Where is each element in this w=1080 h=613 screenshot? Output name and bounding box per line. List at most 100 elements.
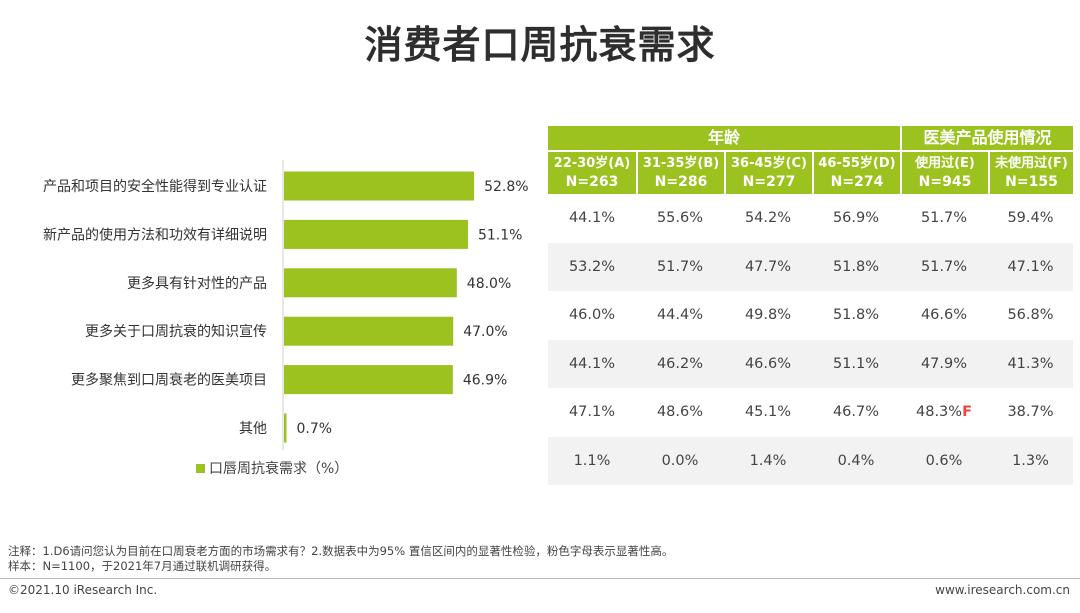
cell-value: 51.7% [920, 210, 968, 227]
table-column-header: 22-30岁(A) N=263 31-35岁(B) N=286 36-45岁(C) N… [548, 152, 1073, 194]
table-cell: 46.0% [548, 307, 636, 323]
table-cell: 51.7% [900, 259, 988, 275]
cell-value: 1.1% [573, 452, 611, 469]
data-label: 47.0% [463, 324, 507, 340]
category-label: 更多聚焦到口周衰老的医美项目 [71, 372, 267, 389]
chart-legend: 口唇周抗衰需求（%） [196, 458, 348, 478]
table-cell: 47.1% [548, 404, 636, 420]
legend-swatch [196, 463, 205, 473]
cell-value: 41.3% [1007, 355, 1054, 372]
sample-note: 样本：N=1100，于2021年7月通过联机调研获得。 [8, 559, 277, 573]
column-label: 未使用过(F) [995, 156, 1068, 171]
column-header: 31-35岁(B) N=286 [636, 152, 724, 194]
cell-value: 47.9% [920, 355, 968, 372]
column-n: N=286 [654, 174, 708, 190]
table-cell: 44.4% [636, 307, 724, 323]
cell-value: 47.7% [744, 258, 792, 275]
column-n: N=263 [565, 174, 619, 190]
table-cell: 55.6% [636, 210, 724, 226]
cell-value: 56.9% [832, 210, 880, 227]
table-cell: 54.2% [724, 210, 812, 226]
cell-value: 46.6% [920, 307, 968, 324]
column-label: 36-45岁(C) [730, 156, 807, 171]
cell-value: 1.4% [749, 452, 787, 469]
table-cell: 48.3%F [900, 404, 988, 420]
table-cell: 1.3% [988, 453, 1073, 469]
cell-value: 1.3% [1012, 452, 1049, 469]
legend-label: 口唇周抗衰需求（%） [209, 461, 349, 477]
table-cell: 56.9% [812, 210, 900, 226]
table-cell: 47.9% [900, 356, 988, 372]
cell-value: 46.0% [568, 307, 616, 324]
cell-value: 46.7% [832, 404, 880, 421]
column-n: N=155 [1005, 174, 1058, 190]
data-label: 0.7% [297, 421, 333, 437]
category-label: 产品和项目的安全性能得到专业认证 [43, 178, 267, 195]
bar [284, 219, 468, 249]
cell-value: 0.4% [837, 452, 875, 469]
cell-value: 51.1% [832, 355, 880, 372]
category-label: 新产品的使用方法和功效有详细说明 [43, 226, 267, 243]
table-cell: 51.8% [812, 259, 900, 275]
column-label: 22-30岁(A) [553, 156, 631, 171]
table-cell: 44.1% [548, 356, 636, 372]
group-header-age: 年龄 [548, 126, 900, 150]
cell-value: 54.2% [744, 210, 792, 227]
table-cell: 48.6% [636, 404, 724, 420]
table-cell: 0.6% [900, 453, 988, 469]
bar [284, 365, 453, 395]
bar [284, 268, 457, 298]
cell-value: 51.7% [920, 258, 968, 275]
cell-value: 56.8% [1007, 307, 1054, 324]
cell-value: 48.6% [656, 404, 704, 421]
bar [284, 171, 475, 201]
cell-value: 44.4% [656, 307, 704, 324]
category-label: 更多关于口周抗衰的知识宣传 [85, 323, 267, 340]
cell-value: 44.1% [568, 210, 616, 227]
table-cell: 59.4% [988, 210, 1073, 226]
footer-divider [0, 578, 1080, 579]
cell-value: 51.7% [656, 258, 704, 275]
table-cell: 46.6% [724, 356, 812, 372]
table-cell: 46.2% [636, 356, 724, 372]
column-label: 46-55岁(D) [818, 156, 896, 171]
cell-value: 0.6% [925, 452, 963, 469]
data-label: 51.1% [478, 227, 522, 243]
table-cell: 47.1% [988, 259, 1073, 275]
cell-value: 51.8% [832, 307, 880, 324]
column-n: N=945 [918, 174, 972, 190]
column-header: 未使用过(F) N=155 [988, 152, 1073, 194]
column-n: N=277 [742, 174, 796, 190]
table-cell: 49.8% [724, 307, 812, 323]
table-cell: 46.7% [812, 404, 900, 420]
table-cell: 0.4% [812, 453, 900, 469]
table-cell: 53.2% [548, 259, 636, 275]
table-cell: 51.7% [900, 210, 988, 226]
table-cell: 1.4% [724, 453, 812, 469]
website-link[interactable]: www.iresearch.com.cn [935, 583, 1070, 597]
cell-value: 45.1% [744, 404, 792, 421]
cell-value: 46.2% [656, 355, 704, 372]
cell-value: 38.7% [1007, 404, 1054, 421]
column-label: 31-35岁(B) [642, 156, 720, 171]
table-row: 1.1% 0.0% 1.4% 0.4% 0.6% 1.3% [548, 436, 1073, 485]
table-cell: 45.1% [724, 404, 812, 420]
table-cell: 1.1% [548, 453, 636, 469]
significance-marker: F [962, 404, 972, 421]
data-label: 52.8% [484, 179, 528, 195]
table-row: 44.1% 55.6% 54.2% 56.9% 51.7% 59.4% [548, 194, 1073, 243]
table-cell: 44.1% [548, 210, 636, 226]
cell-value: 59.4% [1007, 210, 1054, 227]
table-row: 47.1% 48.6% 45.1% 46.7% 48.3%F 38.7% [548, 388, 1073, 437]
table-cell: 38.7% [988, 404, 1073, 420]
category-label: 其他 [239, 421, 267, 437]
table-group-header: 年龄 医美产品使用情况 [548, 126, 1073, 150]
table-cell: 51.8% [812, 307, 900, 323]
table-cell: 51.7% [636, 259, 724, 275]
cell-value: 55.6% [656, 210, 704, 227]
table-row: 46.0% 44.4% 49.8% 51.8% 46.6% 56.8% [548, 291, 1073, 340]
column-header: 36-45岁(C) N=277 [724, 152, 812, 194]
cell-value: 51.8% [832, 258, 880, 275]
cell-value: 44.1% [568, 355, 616, 372]
cell-value: 47.1% [1007, 258, 1054, 275]
